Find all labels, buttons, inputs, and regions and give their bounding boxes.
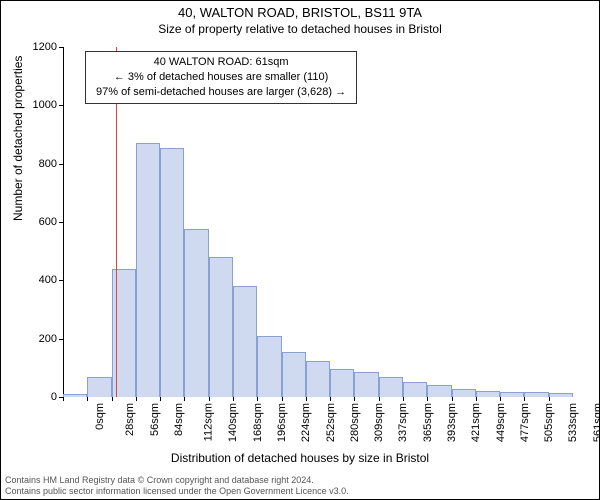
x-tick-mark [257, 397, 258, 401]
x-tick-mark [233, 397, 234, 401]
x-tick-mark [87, 397, 88, 401]
bar [476, 391, 500, 397]
x-tick-mark [549, 397, 550, 401]
x-tick-label: 168sqm [252, 403, 264, 442]
x-tick-mark [427, 397, 428, 401]
bar [282, 352, 306, 397]
x-tick-label: 421sqm [470, 403, 482, 442]
bar [209, 257, 233, 397]
y-tick-label: 1200 [17, 41, 57, 53]
bar [184, 229, 208, 397]
x-tick-label: 337sqm [398, 403, 410, 442]
x-tick-mark [354, 397, 355, 401]
y-tick-label: 800 [17, 158, 57, 170]
bar [403, 382, 427, 397]
chart-frame: 40, WALTON ROAD, BRISTOL, BS11 9TA Size … [0, 0, 600, 500]
bar [233, 286, 257, 397]
x-tick-label: 140sqm [228, 403, 240, 442]
footer-line-2: Contains public sector information licen… [5, 486, 595, 497]
x-tick-label: 505sqm [543, 403, 555, 442]
x-tick-label: 28sqm [124, 403, 136, 436]
bar [427, 385, 451, 397]
x-tick-mark [112, 397, 113, 401]
x-tick-mark [160, 397, 161, 401]
x-tick-label: 365sqm [422, 403, 434, 442]
x-tick-label: 280sqm [349, 403, 361, 442]
x-tick-mark [306, 397, 307, 401]
y-tick-label: 1000 [17, 99, 57, 111]
x-tick-label: 561sqm [592, 403, 600, 442]
y-tick-mark [59, 222, 63, 223]
x-tick-mark [403, 397, 404, 401]
y-tick-mark [59, 105, 63, 106]
x-tick-mark [63, 397, 64, 401]
x-tick-label: 533sqm [568, 403, 580, 442]
footer-line-1: Contains HM Land Registry data © Crown c… [5, 475, 595, 486]
page-title: 40, WALTON ROAD, BRISTOL, BS11 9TA [1, 1, 599, 20]
x-tick-mark [282, 397, 283, 401]
info-line-1: 40 WALTON ROAD: 61sqm [96, 55, 346, 70]
x-tick-label: 393sqm [446, 403, 458, 442]
bar [379, 377, 403, 397]
x-tick-label: 0sqm [94, 403, 106, 430]
x-tick-label: 84sqm [173, 403, 185, 436]
bar [257, 336, 281, 397]
x-tick-mark [136, 397, 137, 401]
y-tick-mark [59, 280, 63, 281]
y-tick-mark [59, 47, 63, 48]
bar [524, 392, 548, 397]
bar [500, 392, 524, 397]
info-line-2: ← 3% of detached houses are smaller (110… [96, 70, 346, 85]
x-tick-label: 56sqm [149, 403, 161, 436]
x-tick-label: 449sqm [495, 403, 507, 442]
page-subtitle: Size of property relative to detached ho… [1, 20, 599, 40]
x-tick-label: 224sqm [300, 403, 312, 442]
bar [306, 361, 330, 397]
bar [87, 377, 111, 397]
bar [354, 372, 378, 397]
x-tick-mark [500, 397, 501, 401]
bar [330, 369, 354, 397]
bar [549, 393, 573, 397]
y-axis-label: Number of detached properties [11, 56, 25, 221]
x-tick-mark [184, 397, 185, 401]
x-tick-mark [524, 397, 525, 401]
x-tick-mark [330, 397, 331, 401]
x-tick-label: 309sqm [373, 403, 385, 442]
y-tick-label: 0 [17, 391, 57, 403]
x-tick-mark [452, 397, 453, 401]
x-tick-label: 477sqm [519, 403, 531, 442]
x-tick-mark [476, 397, 477, 401]
bar [452, 389, 476, 397]
y-tick-label: 200 [17, 333, 57, 345]
bar [136, 143, 160, 397]
x-tick-label: 112sqm [202, 403, 214, 441]
y-tick-mark [59, 339, 63, 340]
x-axis-label: Distribution of detached houses by size … [1, 451, 599, 465]
info-line-3: 97% of semi-detached houses are larger (… [96, 85, 346, 100]
footer: Contains HM Land Registry data © Crown c… [5, 475, 595, 498]
y-tick-label: 600 [17, 216, 57, 228]
y-tick-label: 400 [17, 274, 57, 286]
bar [63, 394, 87, 398]
bar [160, 148, 184, 397]
x-tick-label: 196sqm [276, 403, 288, 442]
x-tick-label: 252sqm [325, 403, 337, 442]
x-tick-mark [209, 397, 210, 401]
x-tick-mark [379, 397, 380, 401]
y-tick-mark [59, 164, 63, 165]
info-box: 40 WALTON ROAD: 61sqm ← 3% of detached h… [85, 51, 357, 104]
